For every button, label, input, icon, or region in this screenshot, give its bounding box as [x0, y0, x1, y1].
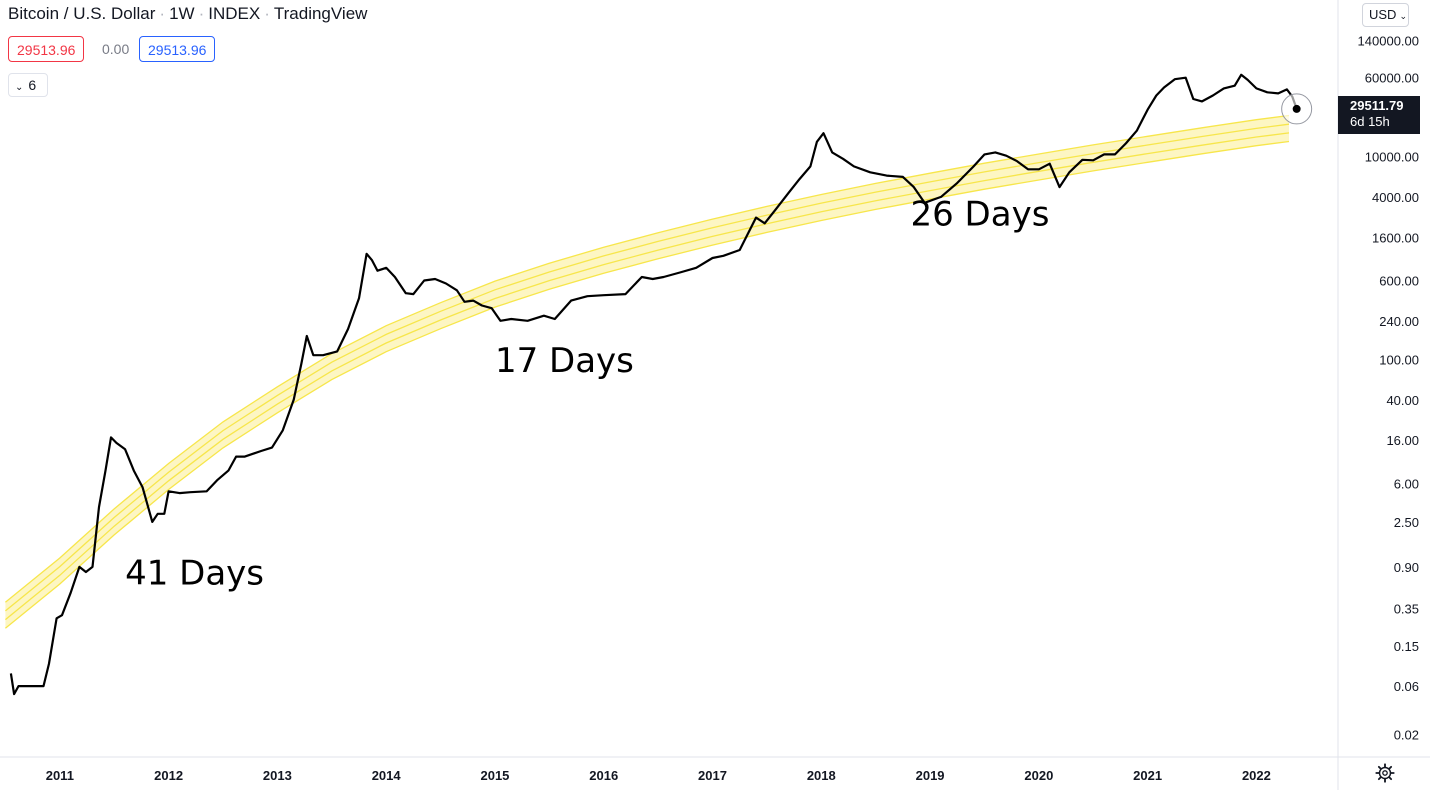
currency-label: USD: [1369, 7, 1396, 22]
y-tick-label: 2.50: [1394, 515, 1419, 530]
chart-svg[interactable]: 41 Days17 Days26 Days 2011 2012 2013 2014 20…: [0, 0, 1430, 790]
x-tick-label: 2021: [1133, 768, 1162, 783]
y-tick-label: 1600.00: [1372, 230, 1419, 245]
x-tick-label: 2018: [807, 768, 836, 783]
x-tick-label: 2016: [589, 768, 618, 783]
band-line-0: [5, 116, 1289, 603]
time-axis[interactable]: 2011 2012 2013 2014 2015 2016 2017 2018 2019 2020…: [46, 768, 1271, 783]
price-axis[interactable]: 140000.00 60000.00 10000.00 4000.00 1600.00 6…: [1358, 33, 1419, 742]
chart-title: Bitcoin / U.S. Dollar · 1W · INDEX · TradingVi…: [8, 4, 367, 24]
last-price-marker: [1282, 94, 1312, 124]
y-tick-label: 0.02: [1394, 728, 1419, 743]
x-tick-label: 2015: [480, 768, 509, 783]
chevron-down-icon: ⌄: [1399, 11, 1407, 21]
y-tick-label: 240.00: [1379, 314, 1419, 329]
indicators-toggle-button[interactable]: ⌄ 6: [8, 73, 48, 97]
x-tick-label: 2019: [916, 768, 945, 783]
band-line-1: [5, 124, 1289, 611]
sell-price-button[interactable]: 29513.96: [8, 36, 84, 62]
y-tick-label: 0.06: [1394, 679, 1419, 694]
y-tick-label: 40.00: [1386, 393, 1419, 408]
buy-price-button[interactable]: 29513.96: [139, 36, 215, 62]
annotation-label: 26 Days: [910, 194, 1049, 234]
title-separator: ·: [195, 4, 209, 23]
band-fill: [5, 116, 1289, 629]
title-separator: ·: [155, 4, 169, 23]
x-tick-label: 2017: [698, 768, 727, 783]
x-tick-label: 2011: [46, 768, 74, 783]
y-tick-label: 10000.00: [1365, 150, 1419, 165]
last-point-dot: [1293, 105, 1301, 113]
y-tick-label: 0.35: [1394, 601, 1419, 616]
indicator-count: 6: [28, 77, 36, 93]
y-tick-label: 6.00: [1394, 476, 1419, 491]
last-price-value: 29511.79: [1350, 98, 1420, 114]
brand-label: TradingView: [274, 4, 368, 23]
title-separator: ·: [260, 4, 274, 23]
y-tick-label: 0.90: [1394, 560, 1419, 575]
y-tick-label: 100.00: [1379, 352, 1419, 367]
axes: [0, 0, 1430, 790]
y-tick-label: 16.00: [1386, 433, 1419, 448]
bar-countdown: 6d 15h: [1350, 114, 1420, 130]
currency-selector[interactable]: USD ⌄: [1362, 3, 1409, 27]
y-tick-label: 0.15: [1394, 639, 1419, 654]
last-price-label: 29511.79 6d 15h: [1338, 96, 1420, 134]
spread-value: 0.00: [102, 36, 129, 62]
source-label: INDEX: [208, 4, 260, 23]
x-tick-label: 2022: [1242, 768, 1271, 783]
regression-band: [5, 116, 1289, 629]
symbol-name[interactable]: Bitcoin / U.S. Dollar: [8, 4, 155, 23]
gear-icon[interactable]: [1374, 762, 1396, 784]
x-tick-label: 2014: [372, 768, 402, 783]
interval-label[interactable]: 1W: [169, 4, 195, 23]
band-line-2: [5, 133, 1289, 620]
y-tick-label: 600.00: [1379, 273, 1419, 288]
x-tick-label: 2020: [1024, 768, 1053, 783]
y-tick-label: 4000.00: [1372, 190, 1419, 205]
annotation-label: 41 Days: [125, 554, 264, 594]
annotation-label: 17 Days: [495, 341, 634, 381]
x-tick-label: 2013: [263, 768, 292, 783]
y-tick-label: 60000.00: [1365, 71, 1419, 86]
y-tick-label: 140000.00: [1358, 33, 1419, 48]
chevron-down-icon: ⌄: [15, 82, 23, 93]
x-tick-label: 2012: [154, 768, 183, 783]
